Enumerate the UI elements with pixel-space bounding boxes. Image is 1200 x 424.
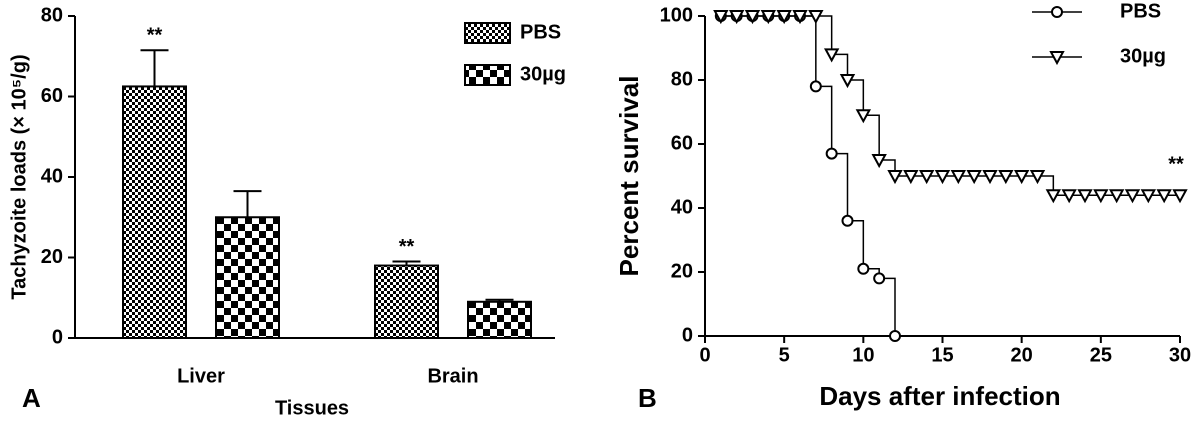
legend-label: PBS	[1120, 0, 1161, 22]
panel-label: B	[638, 383, 657, 413]
marker	[760, 10, 777, 25]
y-tick-label: 60	[41, 85, 63, 107]
marker	[871, 154, 887, 169]
marker	[776, 10, 792, 25]
panel-label: A	[22, 383, 41, 413]
marker	[808, 10, 824, 25]
x-tick-label: Liver	[177, 365, 225, 387]
bar	[374, 264, 439, 339]
marker	[887, 170, 903, 185]
x-axis-label: Days after infection	[819, 381, 1060, 411]
annotation: **	[399, 236, 415, 258]
x-tick-label: Brain	[427, 365, 478, 387]
marker	[857, 262, 870, 275]
marker	[1077, 189, 1093, 204]
marker	[1045, 189, 1062, 204]
marker	[841, 214, 854, 227]
bar	[122, 85, 187, 339]
marker	[1061, 189, 1077, 204]
legend-marker	[1051, 6, 1063, 18]
y-tick-label: 0	[52, 326, 63, 348]
marker	[809, 80, 822, 93]
y-tick-label: 20	[671, 260, 693, 282]
marker	[966, 170, 982, 185]
legend-label: PBS	[520, 21, 561, 43]
marker	[918, 170, 935, 185]
x-tick-label: 5	[779, 344, 790, 366]
marker	[1156, 189, 1172, 204]
marker	[1093, 189, 1109, 204]
x-tick-label: 15	[931, 344, 953, 366]
y-tick-label: 20	[41, 246, 63, 268]
bar	[467, 300, 532, 339]
survival-line	[720, 15, 896, 336]
marker	[1172, 189, 1188, 204]
marker	[998, 170, 1014, 185]
y-tick-label: 80	[41, 4, 63, 26]
legend-swatch	[464, 64, 511, 86]
legend-label: 30µg	[520, 63, 566, 85]
x-tick-label: 0	[699, 344, 710, 366]
bar	[215, 216, 280, 339]
y-tick-label: 0	[682, 324, 693, 346]
marker	[744, 10, 761, 25]
marker	[825, 147, 838, 160]
marker	[903, 170, 919, 185]
y-tick-label: 40	[671, 196, 693, 218]
x-tick-label: 20	[1011, 344, 1033, 366]
legend-swatch	[464, 22, 511, 44]
marker	[889, 330, 901, 342]
x-tick-label: 30	[1169, 344, 1191, 366]
marker	[1140, 189, 1157, 204]
marker	[839, 74, 856, 89]
marker	[934, 170, 951, 185]
x-axis-label: Tissues	[275, 397, 349, 419]
legend-label: 30µg	[1120, 45, 1166, 67]
annotation: **	[147, 24, 163, 46]
survival-line	[720, 15, 1180, 196]
marker	[1124, 189, 1141, 204]
y-tick-label: 100	[660, 4, 693, 26]
marker	[855, 109, 872, 124]
marker	[1029, 170, 1046, 185]
y-tick-label: 40	[41, 165, 63, 187]
legend-marker	[1049, 51, 1065, 66]
y-axis-label: Percent survival	[614, 76, 644, 277]
marker	[873, 272, 886, 285]
marker	[728, 10, 745, 25]
y-tick-label: 60	[671, 132, 693, 154]
marker	[982, 170, 998, 185]
annotation: **	[1168, 153, 1184, 175]
x-tick-label: 10	[852, 344, 874, 366]
y-axis-label: Tachyzoite loads (× 10⁵/g)	[8, 54, 30, 299]
marker	[792, 10, 808, 25]
marker	[823, 48, 840, 63]
marker	[713, 10, 729, 25]
marker	[1013, 170, 1030, 185]
marker	[1108, 189, 1125, 204]
y-tick-label: 80	[671, 68, 693, 90]
marker	[950, 170, 967, 185]
x-tick-label: 25	[1090, 344, 1112, 366]
